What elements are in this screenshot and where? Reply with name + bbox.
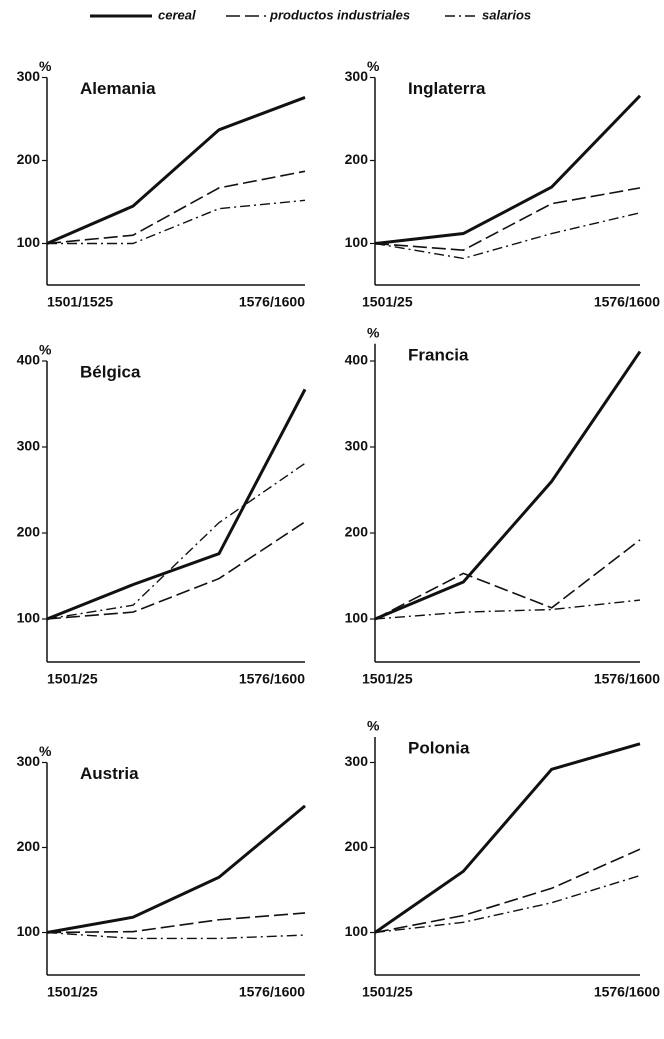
x-tick-label: 1501/25 <box>362 984 413 1000</box>
series-line <box>46 912 306 934</box>
series-line <box>46 96 306 245</box>
y-tick-label: 300 <box>17 438 41 454</box>
y-tick-label: 100 <box>345 923 369 939</box>
series-line <box>46 170 306 245</box>
series-line <box>374 742 641 934</box>
y-tick-label: 300 <box>345 438 369 454</box>
y-tick-label: 400 <box>17 352 41 368</box>
x-tick-label: 1501/1525 <box>47 294 113 310</box>
series-line <box>374 539 641 620</box>
series-line <box>46 388 307 621</box>
y-tick-label: 200 <box>345 151 369 167</box>
y-tick-label: 300 <box>17 753 41 769</box>
y-tick-label: 100 <box>17 923 41 939</box>
x-tick-label: 1501/25 <box>362 671 413 687</box>
x-tick-label: 1576/1600 <box>239 671 305 687</box>
x-tick-label: 1501/25 <box>362 294 413 310</box>
y-tick-label: 100 <box>345 234 369 250</box>
series-line <box>374 599 641 620</box>
y-axis-label: % <box>367 325 380 341</box>
x-tick-label: 1576/1600 <box>594 984 660 1000</box>
y-tick-label: 300 <box>17 68 41 84</box>
y-tick-label: 200 <box>345 524 369 540</box>
y-tick-label: 200 <box>17 151 41 167</box>
y-axis-label: % <box>367 58 380 74</box>
x-tick-label: 1501/25 <box>47 984 98 1000</box>
x-tick-label: 1501/25 <box>47 671 98 687</box>
y-tick-label: 200 <box>17 524 41 540</box>
y-tick-label: 200 <box>17 838 41 854</box>
y-tick-label: 100 <box>17 234 41 250</box>
y-axis-label: % <box>39 342 52 358</box>
series-line <box>46 931 306 940</box>
y-tick-label: 100 <box>345 610 369 626</box>
series-line <box>46 804 306 934</box>
series-line <box>374 874 641 934</box>
panel-title: Polonia <box>408 738 470 757</box>
x-tick-label: 1576/1600 <box>594 294 660 310</box>
y-axis-label: % <box>39 58 52 74</box>
series-line <box>374 187 641 251</box>
series-line <box>47 199 306 245</box>
panel-title: Francia <box>408 345 469 364</box>
panel-title: Alemania <box>80 79 156 98</box>
legend-label: salarios <box>482 7 531 22</box>
y-tick-label: 300 <box>345 753 369 769</box>
y-tick-label: 300 <box>345 68 369 84</box>
x-tick-label: 1576/1600 <box>594 671 660 687</box>
legend-label: productos industriales <box>269 7 410 22</box>
y-axis-label: % <box>39 743 52 759</box>
y-axis-label: % <box>367 718 380 734</box>
x-tick-label: 1576/1600 <box>239 294 305 310</box>
series-line <box>374 212 641 260</box>
y-tick-label: 400 <box>345 352 369 368</box>
y-tick-label: 200 <box>345 838 369 854</box>
panel-title: Austria <box>80 764 139 783</box>
series-line <box>374 848 641 934</box>
series-line <box>374 350 642 621</box>
panel-title: Inglaterra <box>408 79 486 98</box>
x-tick-label: 1576/1600 <box>239 984 305 1000</box>
legend-label: cereal <box>158 7 196 22</box>
series-line <box>46 462 306 620</box>
y-tick-label: 100 <box>17 610 41 626</box>
panel-title: Bélgica <box>80 362 141 381</box>
series-line <box>374 94 642 245</box>
series-line <box>46 521 306 620</box>
